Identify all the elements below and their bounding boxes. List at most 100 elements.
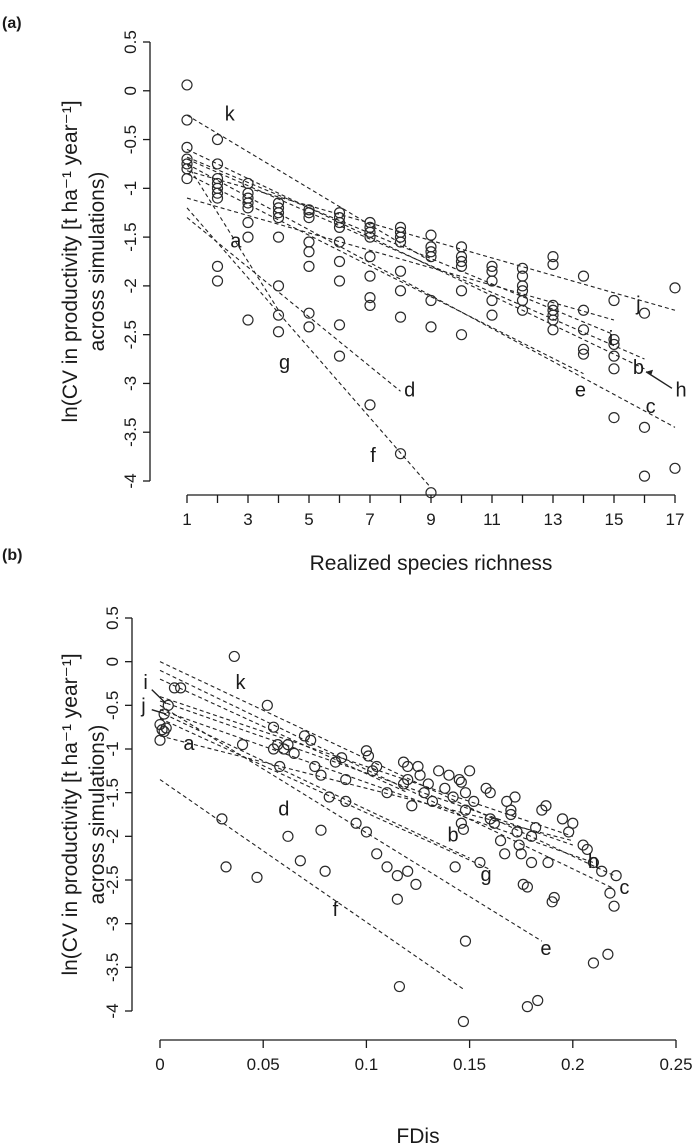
data-point — [295, 856, 305, 866]
fit-line-h — [160, 662, 614, 876]
y-tick-label: -4 — [121, 473, 140, 488]
data-point — [213, 261, 223, 271]
x-tick-label: 0.25 — [659, 1055, 692, 1074]
line-label-f: f — [370, 445, 376, 467]
data-point — [351, 818, 361, 828]
data-point — [182, 142, 192, 152]
x-tick-label: 1 — [182, 510, 191, 529]
data-point — [392, 871, 402, 881]
data-point — [448, 792, 458, 802]
data-point — [213, 135, 223, 145]
data-point — [670, 463, 680, 473]
data-point — [496, 836, 506, 846]
data-point — [382, 862, 392, 872]
data-point — [415, 770, 425, 780]
x-axis-label: FDis — [396, 1125, 439, 1146]
data-point — [487, 310, 497, 320]
data-point — [335, 320, 345, 330]
y-tick-label: -3 — [103, 916, 122, 931]
fit-line-d — [187, 218, 401, 392]
data-point — [609, 413, 619, 423]
data-point — [304, 237, 314, 247]
data-point — [243, 315, 253, 325]
data-point — [434, 766, 444, 776]
data-point — [510, 792, 520, 802]
data-point — [640, 471, 650, 481]
data-point — [316, 770, 326, 780]
data-point — [182, 115, 192, 125]
y-tick-label: 0.5 — [121, 30, 140, 54]
data-point — [335, 351, 345, 361]
data-point — [316, 825, 326, 835]
data-point — [394, 982, 404, 992]
data-point — [365, 300, 375, 310]
data-point — [609, 364, 619, 374]
data-point — [450, 862, 460, 872]
data-point — [283, 831, 293, 841]
x-tick-label: 0.05 — [247, 1055, 280, 1074]
data-point — [310, 761, 320, 771]
data-point — [557, 814, 567, 824]
line-label-h: h — [588, 851, 599, 873]
data-point — [320, 866, 330, 876]
line-label-b: b — [448, 825, 459, 847]
data-point — [396, 266, 406, 276]
x-tick-label: 0.2 — [561, 1055, 585, 1074]
data-point — [243, 178, 253, 188]
line-label-i: i — [609, 328, 613, 350]
data-point — [533, 996, 543, 1006]
data-point — [522, 1002, 532, 1012]
data-point — [460, 936, 470, 946]
data-point — [392, 894, 402, 904]
fit-line-f — [160, 780, 463, 990]
data-point — [274, 327, 284, 337]
y-tick-label: -1 — [121, 181, 140, 196]
line-label-a: a — [230, 230, 242, 252]
y-axis-label: ln(CV in productivity [t ha⁻¹ year⁻¹] — [59, 100, 82, 422]
fit-line-h — [187, 149, 645, 368]
line-label-e: e — [575, 380, 586, 402]
fit-line-k — [187, 115, 431, 261]
y-axis-label: across simulations) — [86, 172, 109, 352]
data-point — [155, 735, 165, 745]
data-point — [609, 296, 619, 306]
data-point — [457, 242, 467, 252]
data-point — [457, 286, 467, 296]
data-point — [304, 322, 314, 332]
x-tick-label: 5 — [304, 510, 313, 529]
data-point — [426, 230, 436, 240]
fit-line-c — [160, 670, 614, 888]
data-point — [548, 325, 558, 335]
data-point — [457, 330, 467, 340]
data-point — [262, 700, 272, 710]
y-tick-label: 0.5 — [103, 606, 122, 630]
data-point — [568, 818, 578, 828]
data-point — [444, 770, 454, 780]
data-point — [426, 322, 436, 332]
data-point — [579, 325, 589, 335]
line-label-i: i — [143, 672, 147, 694]
line-label-d: d — [278, 798, 289, 820]
x-tick-label: 0.1 — [355, 1055, 379, 1074]
y-axis-label: ln(CV in productivity [t ha⁻¹ year⁻¹] — [59, 653, 82, 975]
data-point — [548, 259, 558, 269]
data-point — [304, 261, 314, 271]
data-point — [603, 949, 613, 959]
x-tick-label: 17 — [666, 510, 685, 529]
data-point — [243, 217, 253, 227]
data-point — [274, 310, 284, 320]
data-point — [274, 281, 284, 291]
line-label-h: h — [676, 380, 687, 402]
data-point — [365, 271, 375, 281]
data-point — [403, 866, 413, 876]
x-tick-label: 11 — [483, 510, 501, 529]
data-point — [458, 824, 468, 834]
data-point — [396, 312, 406, 322]
x-tick-label: 0.15 — [453, 1055, 486, 1074]
arrow-i — [152, 690, 166, 704]
line-label-j: j — [635, 294, 640, 316]
y-tick-label: -2 — [121, 278, 140, 293]
line-label-c: c — [646, 396, 656, 418]
data-point — [469, 796, 479, 806]
